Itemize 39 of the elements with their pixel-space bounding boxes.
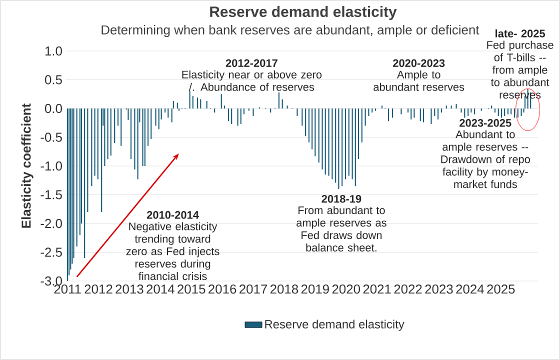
y-axis-title: Elasticity coefficient [21, 104, 34, 228]
x-tick-label: 2017 [240, 284, 268, 294]
x-tick-label: 2024 [456, 284, 484, 294]
y-tick-label: 1.0 [45, 46, 62, 56]
annotation: Abundant to ample reserves -- Drawdown of repo facility by money-market funds [441, 130, 530, 188]
annotation: Negative elasticity trending toward zero as Fed injects reserves during financial crisis [126, 222, 220, 280]
y-tick-label: 0.5 [44, 75, 62, 84]
annotation: From abundant to ample reserves as Fed draws down balance sheet. [296, 206, 386, 252]
x-tick-label: 2012 [84, 284, 112, 294]
x-tick-label: 2016 [208, 284, 236, 294]
annotation: 2010-2014 [146, 211, 199, 219]
y-tick-label: -0.5 [40, 132, 62, 142]
x-tick-label: 2025 [487, 284, 515, 294]
x-tick-label: 2014 [146, 284, 174, 294]
annotation: 2023-2025 [460, 119, 512, 127]
annotation: Ample to abundant reserves [374, 70, 464, 91]
x-tick-label: 2018 [270, 284, 298, 294]
x-tick-label: 2023 [425, 284, 453, 294]
y-tick-label: -1.5 [40, 190, 62, 200]
annotation: Elasticity near or above zero /. Abundance of reserves [182, 70, 322, 91]
y-tick-label: -2.0 [40, 218, 62, 228]
x-tick-label: 2019 [301, 284, 329, 294]
y-tick-label: -2.5 [40, 248, 62, 257]
y-tick-label: 0.0 [44, 104, 62, 114]
x-tick-label: 2015 [178, 284, 206, 294]
legend-label: Reserve demand elasticity [265, 320, 404, 331]
x-tick-label: 2011 [54, 284, 81, 294]
text: late- 2025 [496, 29, 546, 38]
x-tick-label: 2020 [332, 284, 360, 294]
chart-subtitle: Determining when bank reserves are abundant, ample or deficient [102, 24, 480, 38]
y-tick-label: -3.0 [40, 276, 62, 286]
x-tick-label: 2013 [116, 284, 144, 294]
x-tick-label: 2021 [363, 284, 391, 294]
x-tick-label: 2022 [394, 284, 422, 294]
annotation: 2020-2023 [393, 59, 445, 68]
annotation: 2012-2017 [226, 59, 278, 68]
chart-title: Reserve demand elasticity [210, 6, 397, 20]
y-tick-label: -1.0 [40, 161, 62, 171]
annotation: 2018-19 [322, 194, 362, 203]
